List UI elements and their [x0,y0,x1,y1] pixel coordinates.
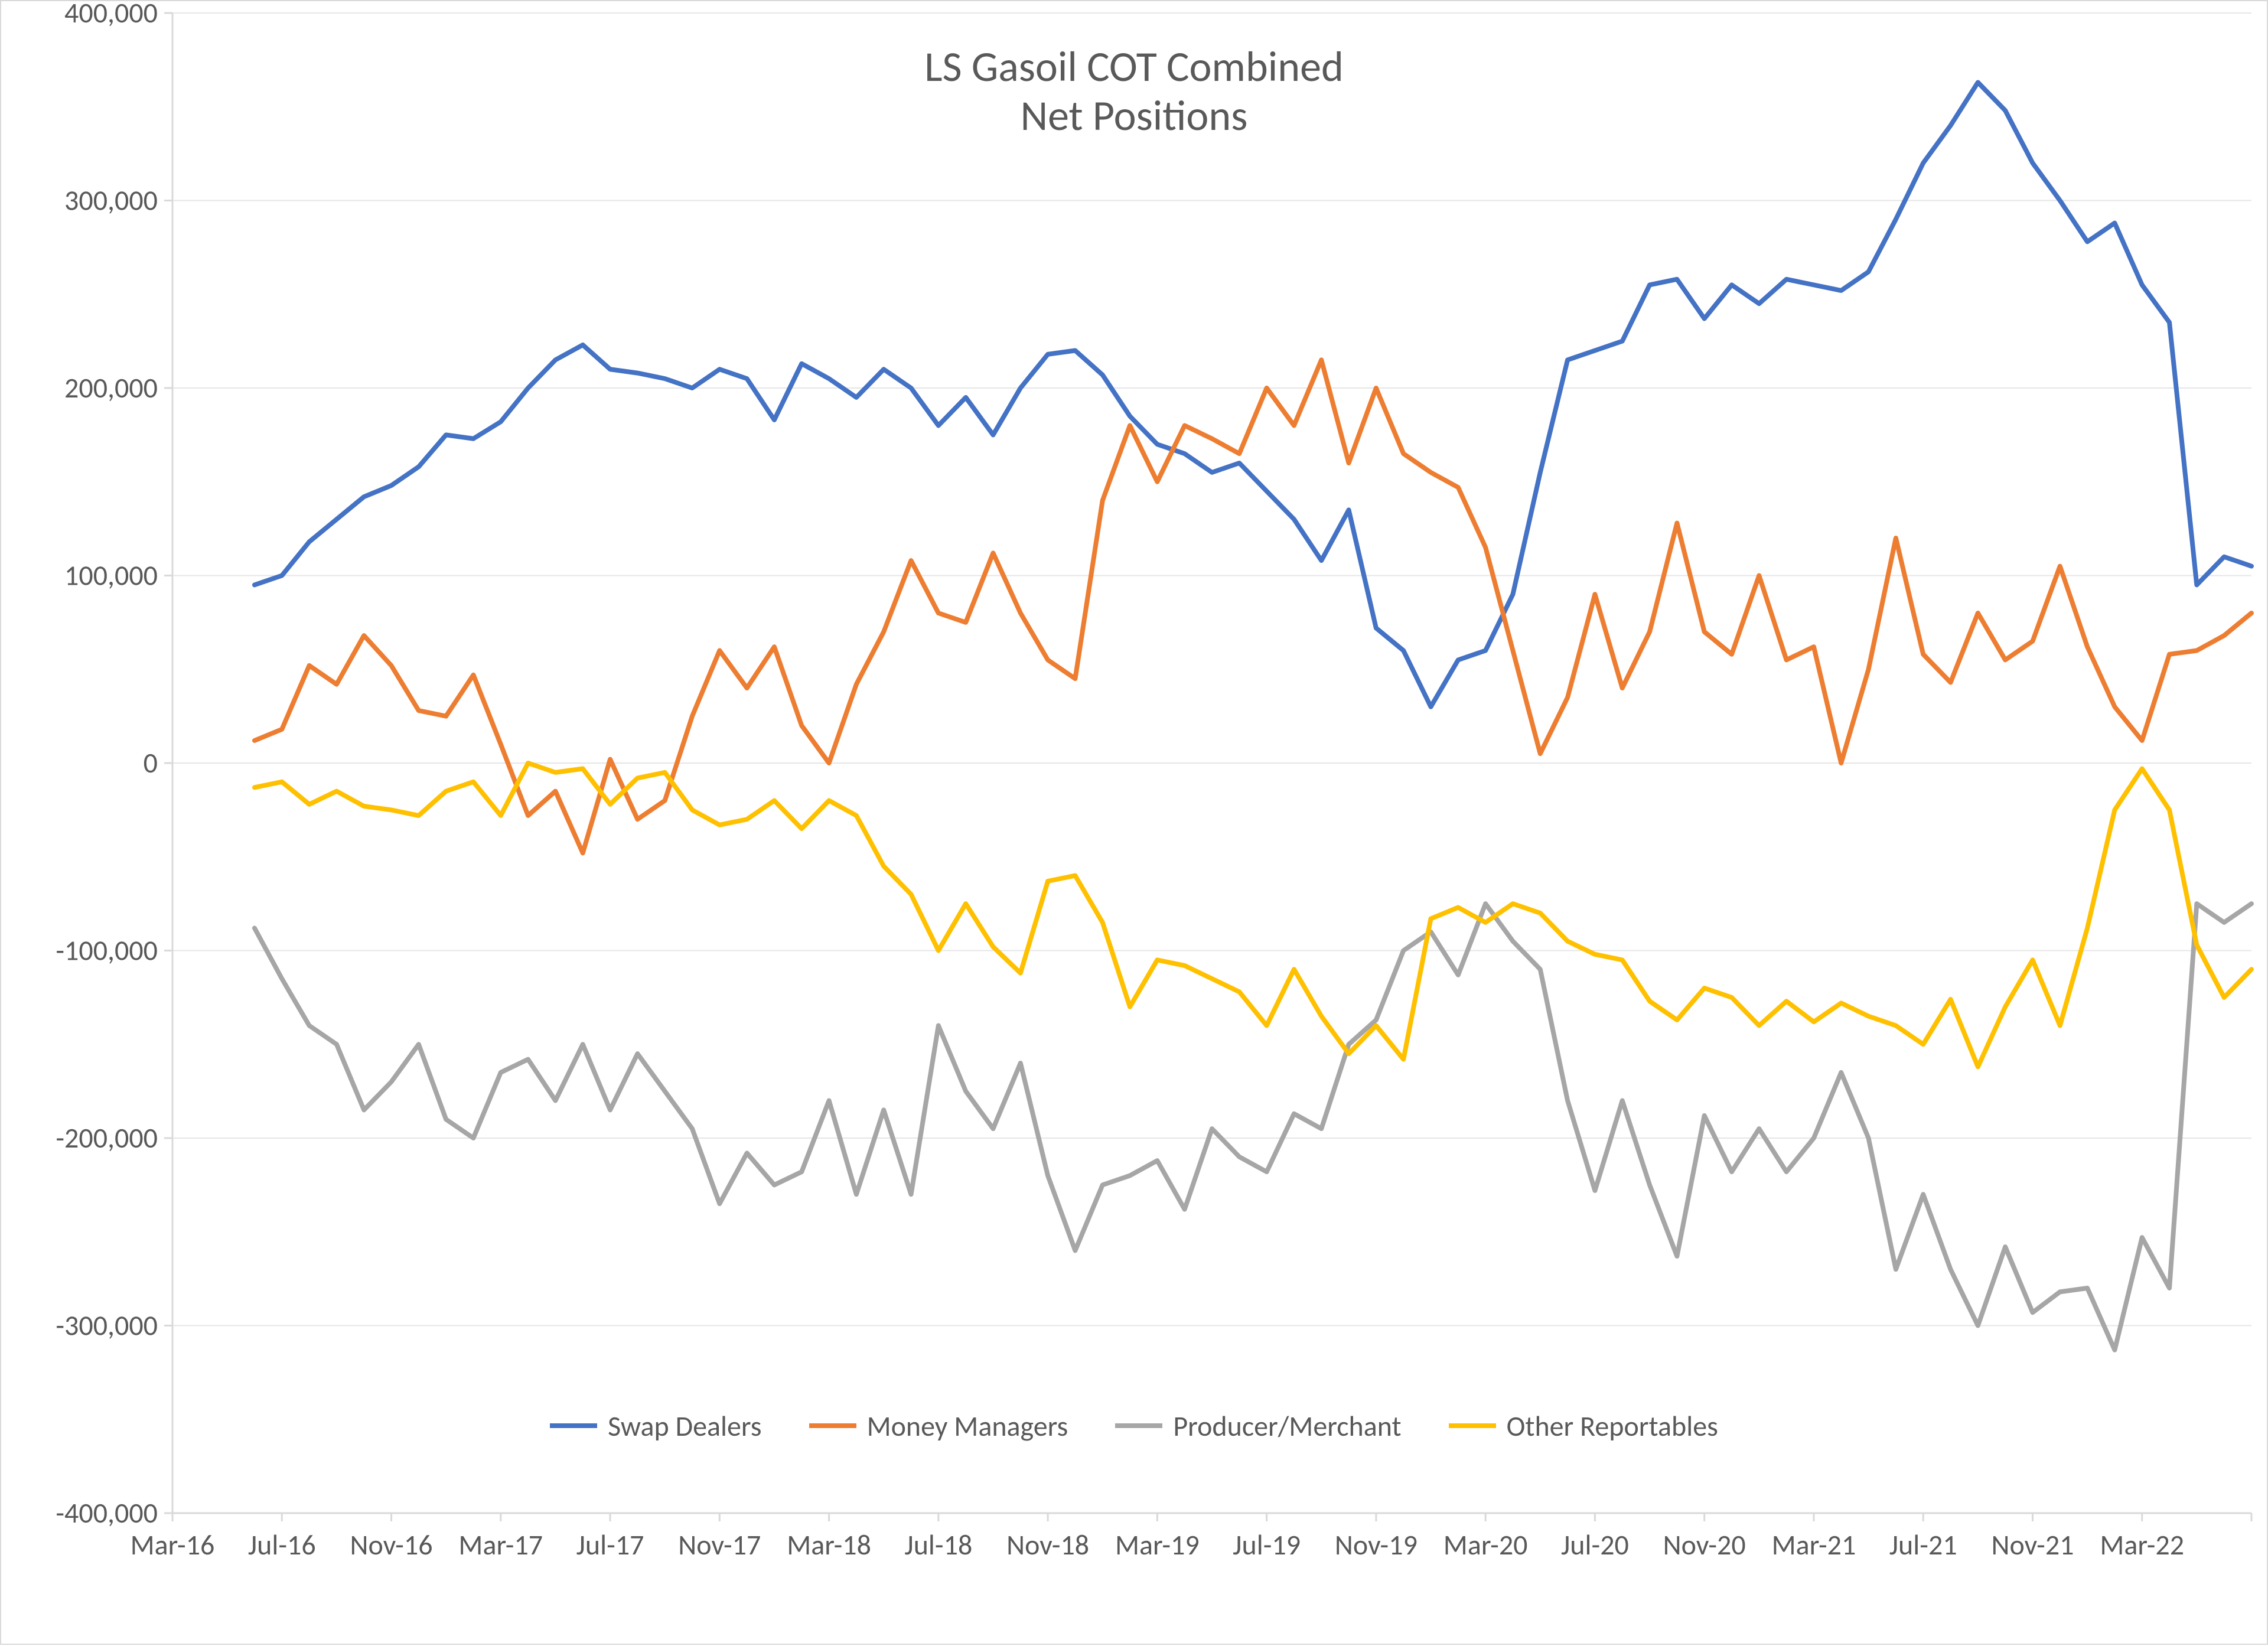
legend-swatch [1115,1423,1162,1428]
y-tick-label: 100,000 [64,558,158,593]
x-tick-label: Nov-19 [1335,1527,1418,1562]
y-tick-label: -200,000 [56,1120,158,1155]
x-tick-label: Nov-20 [1663,1527,1746,1562]
y-tick-label: 200,000 [64,370,158,405]
x-tick-label: Nov-21 [1991,1527,2074,1562]
series-money-managers [255,360,2251,853]
y-tick-label: -400,000 [56,1495,158,1530]
x-tick-label: Jul-19 [1233,1527,1301,1562]
x-tick-label: Nov-17 [678,1527,761,1562]
x-tick-label: Jul-21 [1889,1527,1957,1562]
y-tick-label: -300,000 [56,1308,158,1343]
x-tick-label: Mar-21 [1772,1527,1856,1562]
legend-item: Producer/Merchant [1115,1409,1401,1443]
series-swap-dealers [255,82,2251,706]
x-axis: Mar-16 Jul-16 Nov-16 Mar-17 Jul-17 Nov-17 Mar-… [131,1513,2251,1562]
line-series [255,82,2251,1350]
legend-item: Swap Dealers [550,1409,761,1443]
legend-swatch [809,1423,856,1428]
chart-container: LS Gasoil COT Combined Net Positions -40… [0,0,2268,1645]
x-tick-label: Nov-18 [1006,1527,1089,1562]
legend-swatch [1449,1423,1496,1428]
x-tick-label: Mar-19 [1115,1527,1200,1562]
legend-label: Money Managers [867,1409,1068,1443]
legend-label: Producer/Merchant [1173,1409,1401,1443]
legend-label: Swap Dealers [608,1409,761,1443]
x-tick-label: Mar-16 [131,1527,215,1562]
legend-item: Other Reportables [1449,1409,1718,1443]
x-tick-label: Jul-16 [248,1527,316,1562]
x-tick-label: Mar-22 [2100,1527,2184,1562]
y-tick-label: 400,000 [64,1,158,30]
legend-swatch [550,1423,597,1428]
legend: Swap Dealers Money Managers Producer/Merch… [1,1401,2267,1443]
x-tick-label: Nov-16 [350,1527,433,1562]
x-tick-label: Mar-17 [458,1527,543,1562]
y-axis: -400,000 -300,000 -200,000 -100,000 0 100,000… [56,1,172,1530]
series-producer-merchant [255,904,2251,1350]
legend-label: Other Reportables [1507,1409,1718,1443]
gridlines [172,13,2251,1513]
x-tick-label: Mar-20 [1443,1527,1528,1562]
x-tick-label: Jul-18 [904,1527,972,1562]
y-tick-label: 300,000 [64,183,158,218]
chart-plot: -400,000 -300,000 -200,000 -100,000 0 100,000… [1,1,2268,1646]
x-tick-label: Jul-17 [576,1527,644,1562]
legend-item: Money Managers [809,1409,1068,1443]
series-other-reportables [255,763,2251,1067]
x-tick-label: Mar-18 [787,1527,871,1562]
x-tick-label: Jul-20 [1561,1527,1629,1562]
y-tick-label: -100,000 [56,933,158,968]
y-tick-label: 0 [144,745,158,780]
